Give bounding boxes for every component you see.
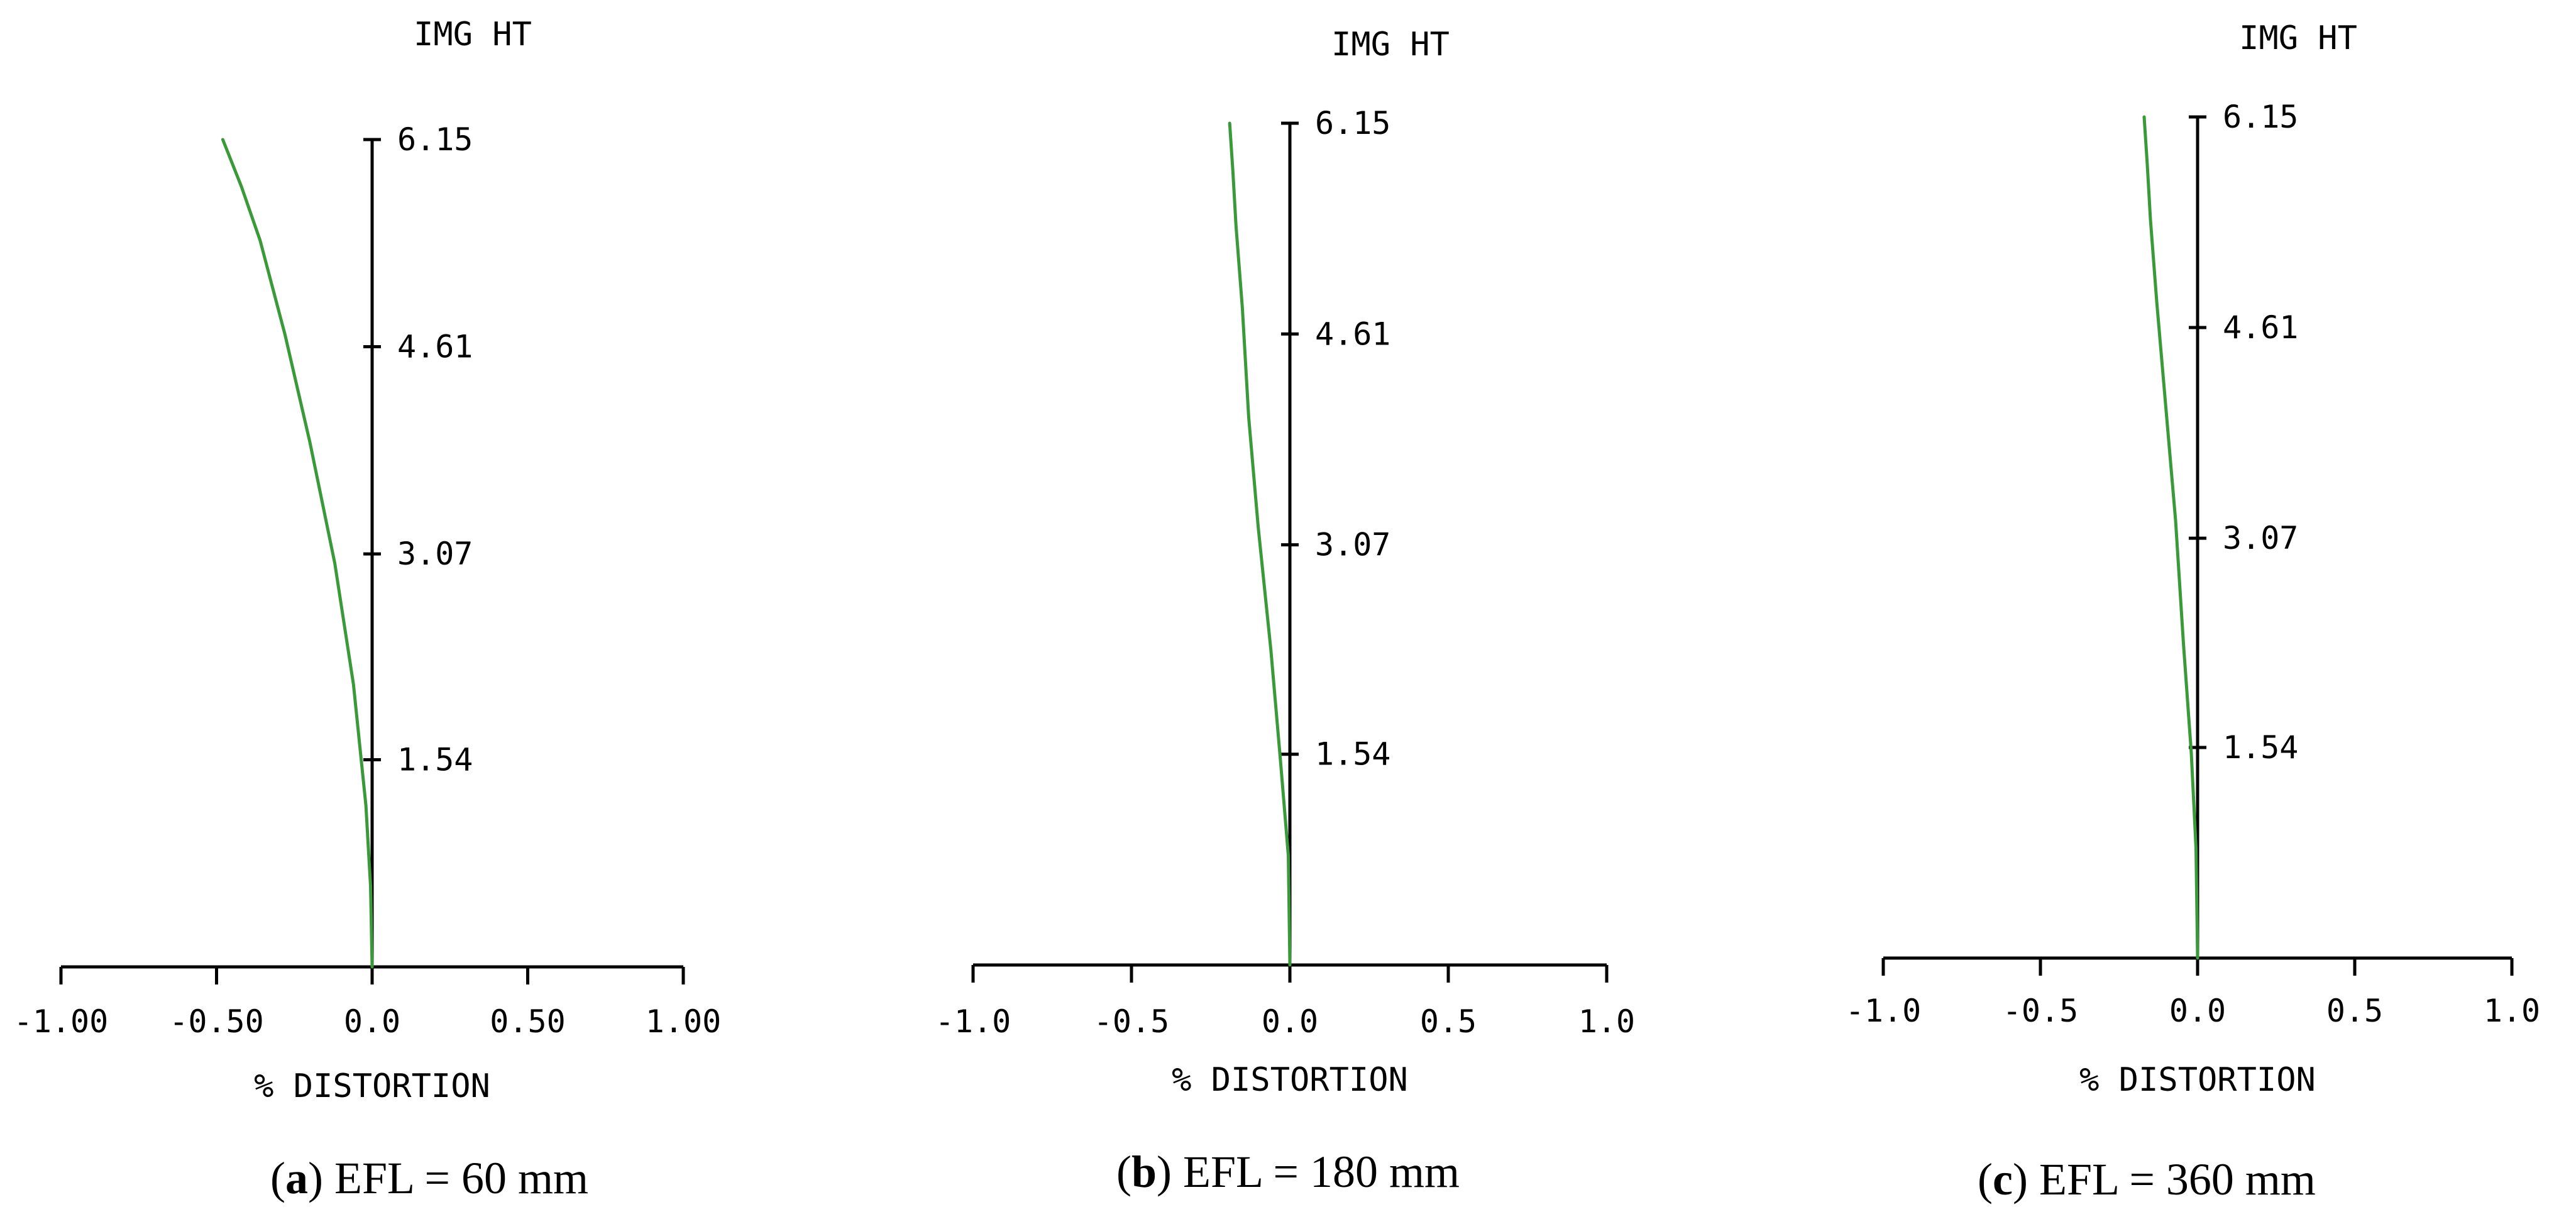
x-tick-label-c-0: -1.0 [1846, 993, 1921, 1029]
chart-svg-b: -1.0 -0.5 0.0 0.5 1.0 1.54 3.07 4.61 6.15 IMG HT%… [935, 26, 1635, 1099]
x-tick-label-a-4: 1.00 [646, 1003, 721, 1040]
y-tick-label-a-2: 4.61 [397, 329, 473, 365]
x-tick-label-b-3: 0.5 [1420, 1003, 1477, 1040]
x-tick-label-c-1: -0.5 [2003, 993, 2078, 1029]
y-tick-label-b-0: 1.54 [1315, 736, 1390, 773]
y-tick-label-b-1: 3.07 [1315, 527, 1390, 563]
chart-svg-c: -1.0 -0.5 0.0 0.5 1.0 1.54 3.07 4.61 6.15 IMG HT%… [1846, 19, 2540, 1099]
x-tick-label-b-4: 1.0 [1578, 1003, 1635, 1040]
caption-b-letter: b [1131, 1147, 1157, 1197]
caption-b: (b) EFL = 180 mm [1116, 1147, 1460, 1197]
y-tick-label-b-3: 6.15 [1315, 105, 1390, 141]
y-tick-label-c-2: 4.61 [2223, 309, 2298, 346]
x-tick-label-b-1: -0.5 [1094, 1003, 1169, 1040]
y-tick-label-b-2: 4.61 [1315, 316, 1390, 352]
chart-panel-a: -1.00 -0.50 0.0 0.50 1.00 1.54 3.07 4.61 6.15 IMG… [0, 0, 859, 1224]
caption-c: (c) EFL = 360 mm [1978, 1154, 2316, 1205]
distortion-curve-a-0 [221, 138, 374, 969]
y-tick-label-c-0: 1.54 [2223, 729, 2298, 766]
y-tick-label-c-1: 3.07 [2223, 520, 2298, 556]
chart-title-b: IMG HT [1331, 26, 1450, 63]
x-tick-label-b-2: 0.0 [1262, 1003, 1318, 1040]
x-axis-label-b: % DISTORTION [1172, 1061, 1408, 1099]
caption-a-text: EFL = 60 mm [334, 1153, 588, 1203]
caption-a-letter: a [285, 1153, 309, 1203]
x-tick-label-a-2: 0.0 [344, 1003, 400, 1040]
x-tick-label-c-4: 1.0 [2484, 993, 2540, 1029]
caption-b-text: EFL = 180 mm [1183, 1147, 1460, 1197]
caption-c-text: EFL = 360 mm [2039, 1154, 2316, 1205]
x-tick-label-b-0: -1.0 [935, 1003, 1011, 1040]
chart-svg-a: -1.00 -0.50 0.0 0.50 1.00 1.54 3.07 4.61 6.15 IMG… [14, 16, 721, 1105]
x-axis-label-c: % DISTORTION [2079, 1061, 2316, 1099]
caption-c-letter: c [1993, 1154, 2013, 1205]
chart-panel-b: -1.0 -0.5 0.0 0.5 1.0 1.54 3.07 4.61 6.15 IMG HT%… [859, 0, 1717, 1224]
x-tick-label-a-3: 0.50 [490, 1003, 565, 1040]
distortion-curve-b-0 [1228, 121, 1292, 967]
x-tick-label-a-0: -1.00 [14, 1003, 109, 1040]
caption-a: (a) EFL = 60 mm [270, 1153, 588, 1203]
y-tick-label-a-3: 6.15 [397, 121, 473, 158]
x-tick-label-a-1: -0.50 [169, 1003, 264, 1040]
chart-title-c: IMG HT [2239, 19, 2357, 57]
y-tick-label-a-1: 3.07 [397, 536, 473, 572]
y-tick-label-c-3: 6.15 [2223, 99, 2298, 135]
x-axis-label-a: % DISTORTION [254, 1067, 490, 1105]
x-tick-label-c-3: 0.5 [2326, 993, 2383, 1029]
distortion-curve-c-0 [2142, 115, 2199, 960]
x-tick-label-c-2: 0.0 [2169, 993, 2226, 1029]
chart-title-a: IMG HT [414, 16, 532, 53]
chart-panel-c: -1.0 -0.5 0.0 0.5 1.0 1.54 3.07 4.61 6.15 IMG HT%… [1717, 0, 2576, 1224]
y-tick-label-a-0: 1.54 [397, 741, 473, 778]
